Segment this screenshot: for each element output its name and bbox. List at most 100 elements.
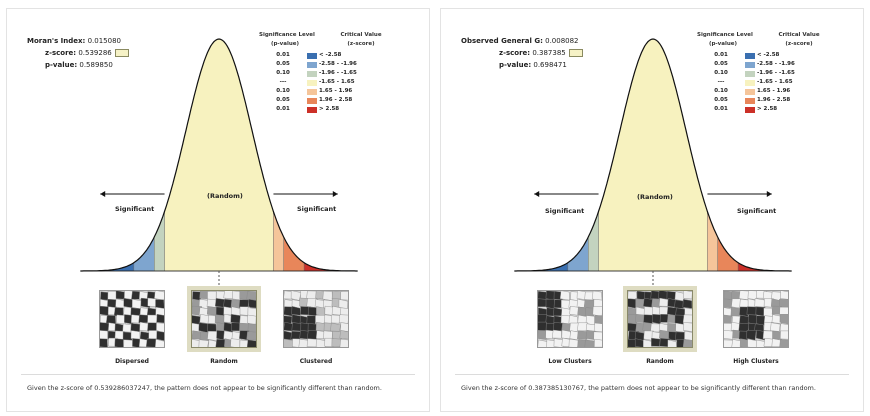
map-polygon xyxy=(779,314,788,325)
legend-swatch xyxy=(307,79,317,86)
map-polygon xyxy=(568,338,580,347)
map-polygon xyxy=(651,314,662,325)
map-polygon xyxy=(635,298,645,309)
legend-zrange: > 2.58 xyxy=(319,106,340,112)
curve-outline xyxy=(80,38,358,272)
legend-header-significance: Significance Level (p-value) xyxy=(697,32,753,47)
divider xyxy=(455,374,849,375)
map-polygon xyxy=(100,330,108,341)
thumb-clustered xyxy=(283,290,349,348)
legend-row: 0.05 -2.58 - -1.96 xyxy=(697,60,797,69)
map-polygon xyxy=(643,314,654,324)
map-polygon xyxy=(683,291,692,300)
stat-zscore: z-score: 0.387385 xyxy=(461,47,583,59)
thumb-label-low-clusters: Low Clusters xyxy=(548,358,592,365)
thumb-label-dispersed: Dispersed xyxy=(115,358,149,365)
map-polygon xyxy=(667,339,677,347)
legend-zrange: < -2.58 xyxy=(757,52,780,58)
map-polygon xyxy=(230,338,241,347)
map-polygon xyxy=(770,322,781,332)
map-polygon xyxy=(746,330,757,341)
map-polygon xyxy=(731,339,743,347)
map-polygon xyxy=(553,338,564,347)
legend-zrange: -1.96 - -1.65 xyxy=(757,70,795,76)
random-label: (Random) xyxy=(207,192,243,200)
legend-row: 0.01 > 2.58 xyxy=(697,105,797,114)
legend-pvalue: 0.10 xyxy=(714,70,728,76)
stat-pvalue: p-value: 0.589850 xyxy=(45,61,113,69)
map-polygon xyxy=(290,291,302,301)
thumb-label-high-clusters: High Clusters xyxy=(733,358,779,365)
map-polygon xyxy=(559,291,570,301)
thumb-label-random: Random xyxy=(646,358,674,365)
legend-row: 0.05 -2.58 - -1.96 xyxy=(259,60,359,69)
map-polygon xyxy=(551,329,562,339)
legend-pvalue: --- xyxy=(279,79,287,85)
significant-label-right: Significant xyxy=(737,207,777,215)
legend-swatch xyxy=(307,52,317,59)
legend-swatch xyxy=(745,79,755,86)
region-random xyxy=(598,38,708,272)
legend-row: 0.05 1.96 - 2.58 xyxy=(259,96,359,105)
map-polygon xyxy=(682,314,692,324)
legend-header-critical: Critical Value (z-score) xyxy=(340,32,382,47)
legend-pvalue: 0.05 xyxy=(276,61,290,67)
map-polygon xyxy=(131,299,142,310)
region-p10-high xyxy=(707,211,718,272)
arrowhead xyxy=(534,191,540,197)
map-polygon xyxy=(643,339,653,347)
map-polygon xyxy=(340,322,348,332)
map-polygon xyxy=(246,331,256,341)
thumb-dispersed xyxy=(99,290,165,348)
legend-zrange: -1.96 - -1.65 xyxy=(319,70,357,76)
map-polygon xyxy=(155,306,164,317)
map-polygon xyxy=(107,291,118,301)
map-polygon xyxy=(659,329,671,340)
map-polygon xyxy=(339,338,348,347)
legend-zrange: -2.58 - -1.96 xyxy=(319,61,357,67)
map-polygon xyxy=(198,339,209,347)
general-g-report-panel: Observed General G: 0.008082 z-score: 0.… xyxy=(440,8,864,412)
legend-row: --- -1.65 - 1.65 xyxy=(697,78,797,87)
legend-pvalue: 0.05 xyxy=(714,61,728,67)
map-polygon xyxy=(123,297,134,309)
legend-pvalue: 0.10 xyxy=(276,70,290,76)
result-caption: Given the z-score of 0.387385130767, the… xyxy=(461,384,816,392)
random-label: (Random) xyxy=(637,193,673,201)
map-polygon xyxy=(560,315,570,324)
legend-swatch xyxy=(307,70,317,77)
map-polygon xyxy=(682,339,692,347)
legend-swatch xyxy=(745,52,755,59)
map-polygon xyxy=(779,323,788,333)
map-polygon xyxy=(315,338,327,347)
map-polygon xyxy=(291,322,302,332)
map-polygon xyxy=(684,330,692,341)
legend-pvalue: --- xyxy=(717,79,725,85)
legend-swatch xyxy=(745,97,755,104)
thumb-label-random: Random xyxy=(210,358,238,365)
map-polygon xyxy=(674,299,686,309)
map-polygon xyxy=(593,322,602,333)
map-polygon xyxy=(724,339,734,347)
region-p10-high xyxy=(273,211,284,272)
legend-swatch xyxy=(745,61,755,68)
map-polygon xyxy=(593,298,602,309)
map-polygon xyxy=(156,330,164,341)
map-polygon xyxy=(651,337,661,347)
map-polygon xyxy=(779,339,788,347)
map-polygon xyxy=(156,322,164,333)
region-p10-low xyxy=(588,211,599,272)
stats-block: Moran's Index: 0.015080 z-score: 0.53928… xyxy=(27,35,129,71)
legend-zrange: 1.96 - 2.58 xyxy=(757,97,791,103)
map-polygon xyxy=(339,329,348,340)
map-polygon xyxy=(577,330,588,340)
map-polygon xyxy=(682,299,692,309)
legend-row: 0.10 1.65 - 1.96 xyxy=(259,87,359,96)
arrowhead xyxy=(100,191,106,197)
region-p10-low xyxy=(154,211,165,272)
legend-row: 0.05 1.96 - 2.58 xyxy=(697,96,797,105)
stat-observed-g: Observed General G: 0.008082 xyxy=(461,37,579,45)
map-polygon xyxy=(248,299,256,309)
result-caption: Given the z-score of 0.539286037247, the… xyxy=(27,384,382,392)
thumb-high-clusters xyxy=(723,290,789,348)
